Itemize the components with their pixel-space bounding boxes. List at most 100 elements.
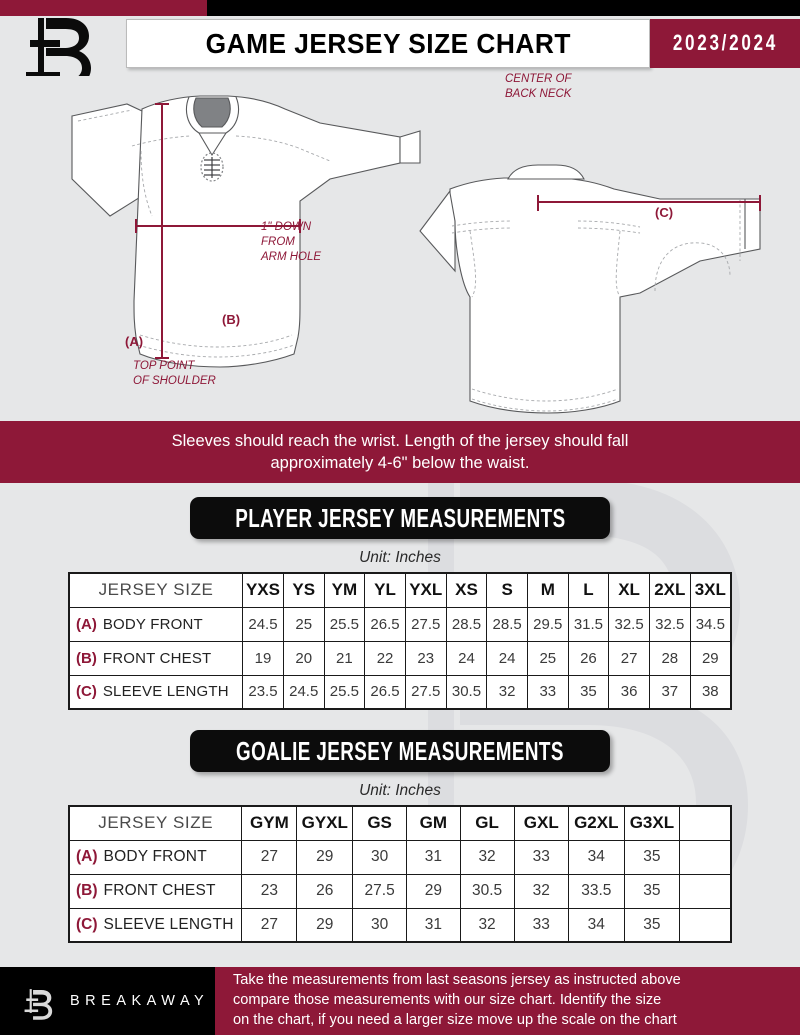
jersey-diagrams: (A) TOP POINT OF SHOULDER (B) 1" DOWN FR… (0, 71, 800, 419)
player-unit-label: Unit: Inches (359, 549, 441, 566)
table-row: (B) FRONT CHEST 23 26 27.5 29 30.5 32 33.5 35 (68, 873, 733, 909)
row-label-cell: (B) FRONT CHEST (68, 640, 244, 676)
column-header-empty (679, 805, 733, 841)
measurement-cell: 26 (296, 873, 354, 909)
page-header: GAME JERSEY SIZE CHART 2023/2024 (0, 16, 800, 76)
row-label-cell: (C) SLEEVE LENGTH (68, 674, 244, 710)
row-tag: (C) (76, 683, 97, 701)
top-accent-bar-black (207, 0, 800, 16)
measurement-cell: 34 (567, 907, 625, 943)
column-header-XL: XL (608, 572, 650, 608)
column-header-YM: YM (323, 572, 366, 608)
column-header-L: L (567, 572, 610, 608)
column-header-GM: GM (406, 805, 461, 841)
page-title: GAME JERSEY SIZE CHART (205, 27, 571, 59)
fit-note-line1: Sleeves should reach the wrist. Length o… (171, 431, 629, 450)
measurement-cell: 32 (459, 907, 515, 943)
measurement-cell: 32 (459, 839, 515, 875)
measurement-cell: 33 (513, 907, 569, 943)
measurement-cell: 25 (282, 606, 325, 642)
measurement-cell (679, 839, 733, 875)
column-header-YS: YS (282, 572, 325, 608)
back-caption-c-line1: CENTER OF (505, 73, 572, 85)
column-header-GXL: GXL (513, 805, 569, 841)
table-row: (C) SLEEVE LENGTH 23.5 24.5 25.5 26.5 27.5 30.5… (68, 674, 732, 710)
row-tag: (C) (76, 915, 98, 933)
table-header-row: JERSEY SIZE GYM GYXL GS GM GL GXL G2XL G3XL (68, 805, 733, 841)
front-jersey-illustration (71, 95, 401, 368)
measurement-cell: 27 (241, 839, 298, 875)
measurement-cell: 36 (608, 674, 650, 710)
table-header-row: JERSEY SIZE YXS YS YM YL YXL XS S M L XL 2XL 3XL (68, 572, 732, 608)
front-caption-a-line1: TOP POINT (133, 360, 195, 372)
goalie-measurements-table: JERSEY SIZE GYM GYXL GS GM GL GXL G2XL G3XL (A) BO… (68, 805, 733, 943)
measurement-cell: 32 (486, 674, 528, 710)
player-measurements-table: JERSEY SIZE YXS YS YM YL YXL XS S M L XL 2XL 3XL (A) B… (68, 572, 732, 710)
measurement-cell: 27.5 (352, 873, 408, 909)
column-header-GL: GL (459, 805, 515, 841)
measurement-cell (679, 907, 733, 943)
column-header-XS: XS (445, 572, 488, 608)
front-caption-a-line2: OF SHOULDER (133, 375, 216, 387)
measurement-cell: 33 (526, 674, 569, 710)
goalie-section-title-pill: GOALIE JERSEY MEASUREMENTS (190, 730, 610, 772)
measurement-cell: 24 (486, 640, 528, 676)
footer-brand-name: BREAKAWAY (70, 993, 210, 1009)
front-caption-b-line3: ARM HOLE (260, 251, 321, 263)
measurement-cell: 29 (406, 873, 461, 909)
column-header-jersey-size: JERSEY SIZE (68, 805, 243, 841)
row-label: SLEEVE LENGTH (103, 915, 234, 933)
row-label-cell: (A) BODY FRONT (68, 606, 244, 642)
table-row: (B) FRONT CHEST 19 20 21 22 23 24 24 25 26 27 28 29 (68, 640, 732, 676)
column-header-G3XL: G3XL (623, 805, 681, 841)
row-label-cell: (B) FRONT CHEST (68, 873, 243, 909)
measurement-cell: 35 (623, 873, 681, 909)
measurement-cell: 26.5 (364, 606, 406, 642)
front-caption-b-line2: FROM (261, 236, 295, 248)
breakaway-logo-icon (26, 18, 91, 76)
fit-note-line2: approximately 4-6" below the waist. (270, 454, 530, 472)
row-tag: (B) (76, 882, 98, 899)
measurement-cell: 27.5 (404, 606, 447, 642)
measurement-cell: 23 (241, 873, 298, 909)
measurement-cell: 34 (567, 839, 625, 875)
column-header-GYXL: GYXL (296, 805, 354, 841)
row-tag: (A) (76, 848, 98, 865)
measurement-cell: 22 (364, 640, 406, 676)
row-label: BODY FRONT (102, 615, 203, 633)
row-label: FRONT CHEST (102, 649, 212, 667)
measurement-cell: 35 (623, 839, 681, 875)
back-caption-c-line2: BACK NECK (505, 88, 573, 100)
back-tag-c: (C) (655, 205, 673, 220)
front-measure-lines (135, 103, 301, 359)
footer-brand-block: BREAKAWAY (0, 967, 215, 1035)
front-caption-b-line1: 1" DOWN (261, 221, 312, 233)
measurement-cell: 23 (404, 640, 447, 676)
measurement-cell: 21 (323, 640, 366, 676)
measurement-cell: 28 (648, 640, 691, 676)
table-row: (A) BODY FRONT 24.5 25 25.5 26.5 27.5 28.5 28.5 2… (68, 606, 732, 642)
measurement-cell: 25.5 (323, 674, 366, 710)
measurement-cell: 28.5 (486, 606, 528, 642)
measurement-cell: 27 (241, 907, 298, 943)
footer-instruction-text: Take the measurements from last seasons … (233, 971, 681, 1031)
page-title-box: GAME JERSEY SIZE CHART (126, 19, 650, 68)
footer-note-line1: Take the measurements from last seasons … (233, 972, 681, 989)
measurement-cell: 33.5 (567, 873, 625, 909)
measurement-cell: 32.5 (608, 606, 650, 642)
column-header-GYM: GYM (241, 805, 298, 841)
measurement-cell: 32 (513, 873, 569, 909)
measurement-cell: 20 (282, 640, 325, 676)
measurement-cell: 34.5 (689, 606, 732, 642)
measurement-cell: 25.5 (323, 606, 366, 642)
row-label: SLEEVE LENGTH (102, 683, 229, 701)
goalie-table-body: JERSEY SIZE GYM GYXL GS GM GL GXL G2XL G3XL (A) BO… (68, 805, 733, 943)
column-header-3XL: 3XL (689, 572, 732, 608)
measurement-cell: 29 (296, 907, 354, 943)
measurement-cell: 35 (567, 674, 610, 710)
row-label-cell: (A) BODY FRONT (68, 839, 243, 875)
back-jersey-illustration (399, 130, 761, 414)
player-table-body: JERSEY SIZE YXS YS YM YL YXL XS S M L XL 2XL 3XL (A) B… (68, 572, 732, 710)
front-tag-b: (B) (222, 312, 240, 327)
